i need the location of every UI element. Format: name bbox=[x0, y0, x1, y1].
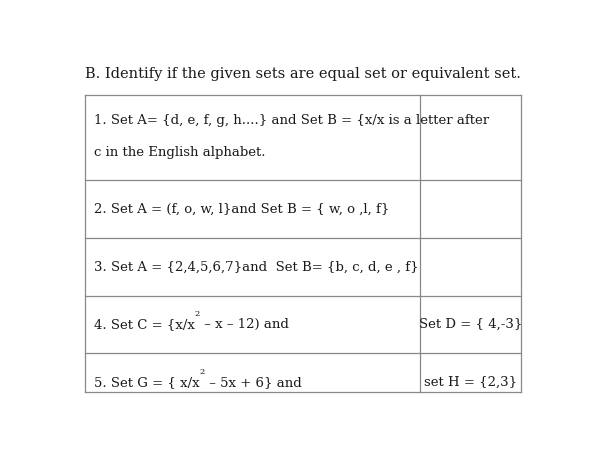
Text: 2. Set A = (f, o, w, l}and Set B = { w, o ,l, f}: 2. Set A = (f, o, w, l}and Set B = { w, … bbox=[94, 202, 389, 216]
Text: 2: 2 bbox=[195, 310, 200, 318]
Text: set H = {2,3}: set H = {2,3} bbox=[424, 376, 517, 389]
Text: B. Identify if the given sets are equal set or equivalent set.: B. Identify if the given sets are equal … bbox=[85, 67, 522, 81]
Text: 5. Set G = { x/x: 5. Set G = { x/x bbox=[94, 376, 200, 389]
Text: – 5x + 6} and: – 5x + 6} and bbox=[205, 376, 301, 389]
Text: 2: 2 bbox=[200, 368, 205, 376]
Text: – x – 12) and: – x – 12) and bbox=[200, 318, 289, 331]
Text: 1. Set A= {d, e, f, g, h....} and Set B = {x/x is a letter after: 1. Set A= {d, e, f, g, h....} and Set B … bbox=[94, 114, 489, 127]
Text: Set D = { 4,-3}: Set D = { 4,-3} bbox=[419, 318, 523, 331]
Text: c in the English alphabet.: c in the English alphabet. bbox=[94, 147, 265, 159]
Text: 4. Set C = {x/x: 4. Set C = {x/x bbox=[94, 318, 195, 331]
Text: 3. Set A = {2,4,5,6,7}and  Set B= {b, c, d, e , f}: 3. Set A = {2,4,5,6,7}and Set B= {b, c, … bbox=[94, 260, 419, 273]
